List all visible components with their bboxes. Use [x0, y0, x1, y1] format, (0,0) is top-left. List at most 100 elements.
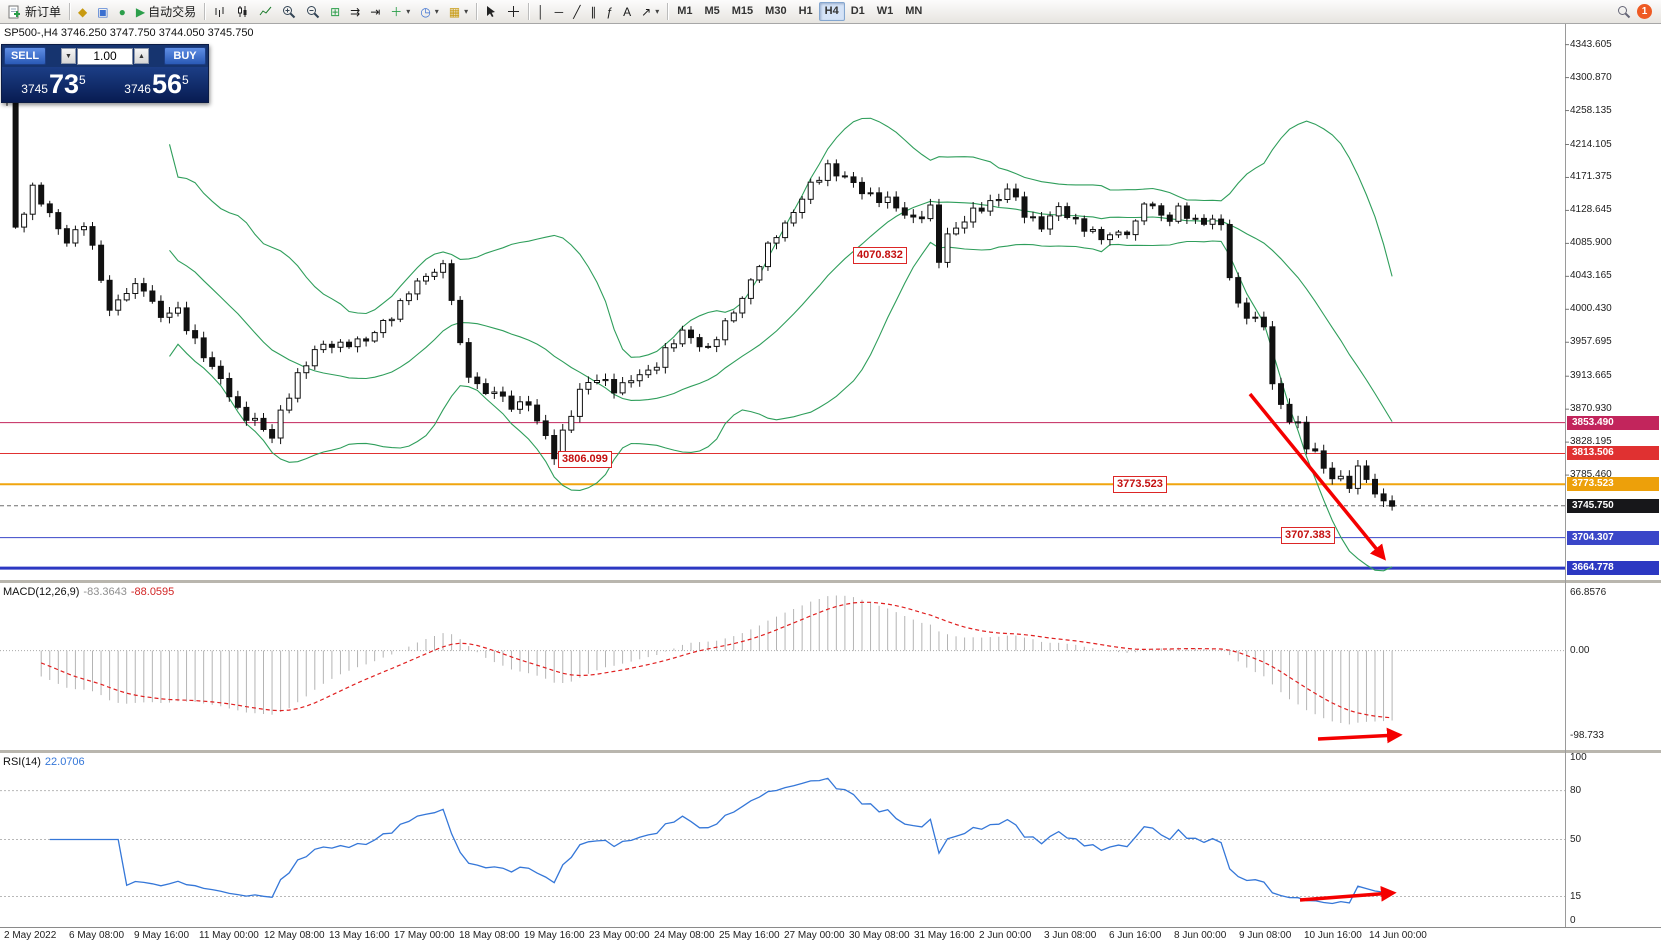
auto-scroll-button[interactable]: ⇉ — [345, 2, 365, 22]
macd-name: MACD(12,26,9) — [3, 586, 80, 598]
timeframe-h4[interactable]: H4 — [818, 2, 845, 21]
tile-windows-button[interactable]: ⊞ — [325, 2, 345, 22]
zoom-in-button[interactable] — [277, 2, 301, 22]
timeframe-h1[interactable]: H1 — [798, 5, 813, 17]
separator — [476, 3, 478, 20]
time-axis-label: 8 Jun 00:00 — [1174, 930, 1227, 941]
price-flag[interactable]: 3773.523 — [1113, 476, 1167, 493]
rsi-tick: 0 — [1570, 915, 1576, 926]
buy-price-big: 56 — [151, 69, 183, 99]
price-tick: 4258.135 — [1570, 105, 1612, 116]
sell-price[interactable]: 3745 73 5 — [2, 67, 105, 102]
vertical-line-tool[interactable]: │ — [532, 2, 550, 22]
fibonacci-icon: ƒ — [606, 4, 614, 19]
macd-pane[interactable] — [0, 583, 1565, 750]
search-icon[interactable] — [1617, 5, 1631, 19]
zoom-out-button[interactable] — [301, 2, 325, 22]
timeframe-d1[interactable]: D1 — [850, 5, 865, 17]
zoom-in-icon — [283, 5, 296, 18]
time-axis-label: 12 May 08:00 — [264, 930, 325, 941]
navigator-icon: ▣ — [97, 4, 109, 19]
timeframe-mn[interactable]: MN — [905, 5, 923, 17]
chevron-down-icon: ▾ — [434, 7, 439, 16]
trend-arrow-main[interactable] — [1248, 392, 1386, 561]
separator — [528, 3, 530, 20]
time-axis-label: 6 May 08:00 — [69, 930, 125, 941]
price-tick: 4000.430 — [1570, 303, 1612, 314]
rsi-pane[interactable] — [0, 753, 1565, 926]
volume-input[interactable] — [77, 47, 133, 65]
sell-button[interactable]: SELL — [4, 47, 46, 65]
candlestick-chart-button[interactable] — [231, 2, 254, 22]
volume-increase-button[interactable]: ▲ — [134, 48, 149, 64]
price-tick: 3957.695 — [1570, 336, 1612, 347]
fibonacci-tool[interactable]: ƒ — [601, 2, 618, 22]
time-axis-label: 14 Jun 00:00 — [1369, 930, 1427, 941]
time-axis-label: 6 Jun 16:00 — [1109, 930, 1162, 941]
timeframe-w1[interactable]: W1 — [876, 5, 894, 17]
navigator-button[interactable]: ▣ — [92, 2, 113, 22]
main-chart-pane[interactable] — [0, 24, 1565, 580]
arrows-tool[interactable]: ↗ ▾ — [636, 2, 664, 22]
new-order-icon — [8, 5, 20, 18]
arrow-icon: ↗ — [641, 4, 652, 19]
macd-tick: 66.8576 — [1570, 587, 1607, 598]
price-flag[interactable]: 4070.832 — [853, 247, 907, 264]
pane-splitter[interactable] — [0, 580, 1661, 583]
time-axis[interactable]: 2 May 2022 6 May 08:00 9 May 16:00 11 May 0… — [0, 927, 1661, 941]
channel-tool[interactable]: ∥ — [585, 2, 601, 22]
price-flag[interactable]: 3707.383 — [1281, 527, 1335, 544]
terminal-button[interactable]: ● — [114, 2, 131, 22]
auto-trading-play-icon: ▶ — [135, 4, 146, 19]
bollinger-bands — [168, 117, 1393, 572]
cursor-icon — [487, 6, 496, 17]
price-flag[interactable]: 3806.099 — [558, 451, 612, 468]
trendline-tool[interactable]: ╱ — [568, 2, 585, 22]
timeframe-m5[interactable]: M5 — [704, 5, 720, 17]
templates-dropdown[interactable]: ▦ ▾ — [444, 2, 473, 22]
horizontal-line-tool[interactable]: ─ — [550, 2, 569, 22]
price-tick: 3913.665 — [1570, 370, 1612, 381]
timeframe-m30[interactable]: M30 — [765, 5, 787, 17]
trend-arrow-macd[interactable] — [1317, 727, 1403, 744]
chart-shift-button[interactable]: ⇥ — [365, 2, 385, 22]
time-axis-label: 13 May 16:00 — [329, 930, 390, 941]
market-watch-icon: ◆ — [78, 4, 88, 19]
time-axis-label: 24 May 08:00 — [654, 930, 715, 941]
auto-trading-button[interactable]: ▶ 自动交易 — [131, 2, 201, 22]
text-tool[interactable]: A — [618, 2, 636, 22]
bar-chart-button[interactable] — [208, 2, 231, 22]
crosshair-tool-button[interactable] — [502, 2, 525, 22]
price-tick: 3870.930 — [1570, 403, 1612, 414]
trend-arrow-rsi[interactable] — [1299, 885, 1397, 902]
indicators-button[interactable]: ＋ ▾ — [385, 2, 415, 22]
separator — [204, 3, 206, 20]
zoom-out-icon — [307, 5, 320, 18]
text-icon: A — [623, 4, 632, 19]
price-badge: 3704.307 — [1567, 531, 1659, 545]
price-tick: 4343.605 — [1570, 39, 1612, 50]
rsi-tick: 15 — [1570, 891, 1582, 902]
timeframe-m1[interactable]: M1 — [677, 5, 693, 17]
price-badge: 3664.778 — [1567, 561, 1659, 575]
new-order-button[interactable]: 新订单 — [3, 2, 66, 22]
price-badge: 3773.523 — [1567, 477, 1659, 491]
timeframe-m15[interactable]: M15 — [731, 5, 754, 17]
volume-decrease-button[interactable]: ▼ — [61, 48, 76, 64]
pane-splitter[interactable] — [0, 750, 1661, 753]
buy-price[interactable]: 3746 56 5 — [105, 67, 208, 102]
notification-badge[interactable]: 1 — [1637, 4, 1652, 19]
sell-price-sup: 5 — [79, 73, 86, 87]
line-chart-button[interactable] — [254, 2, 277, 22]
periods-dropdown[interactable]: ◷ ▾ — [415, 2, 444, 22]
market-watch-button[interactable]: ◆ — [73, 2, 92, 22]
bollinger-upper — [168, 117, 1393, 358]
time-axis-label: 3 Jun 08:00 — [1044, 930, 1097, 941]
buy-button[interactable]: BUY — [164, 47, 206, 65]
price-badge: 3813.506 — [1567, 446, 1659, 460]
time-axis-label: 2 Jun 00:00 — [979, 930, 1032, 941]
macd-signal-value: -88.0595 — [130, 586, 175, 598]
cursor-tool-button[interactable] — [480, 2, 502, 22]
macd-label: MACD(12,26,9) -83.3643 -88.0595 — [3, 586, 174, 598]
